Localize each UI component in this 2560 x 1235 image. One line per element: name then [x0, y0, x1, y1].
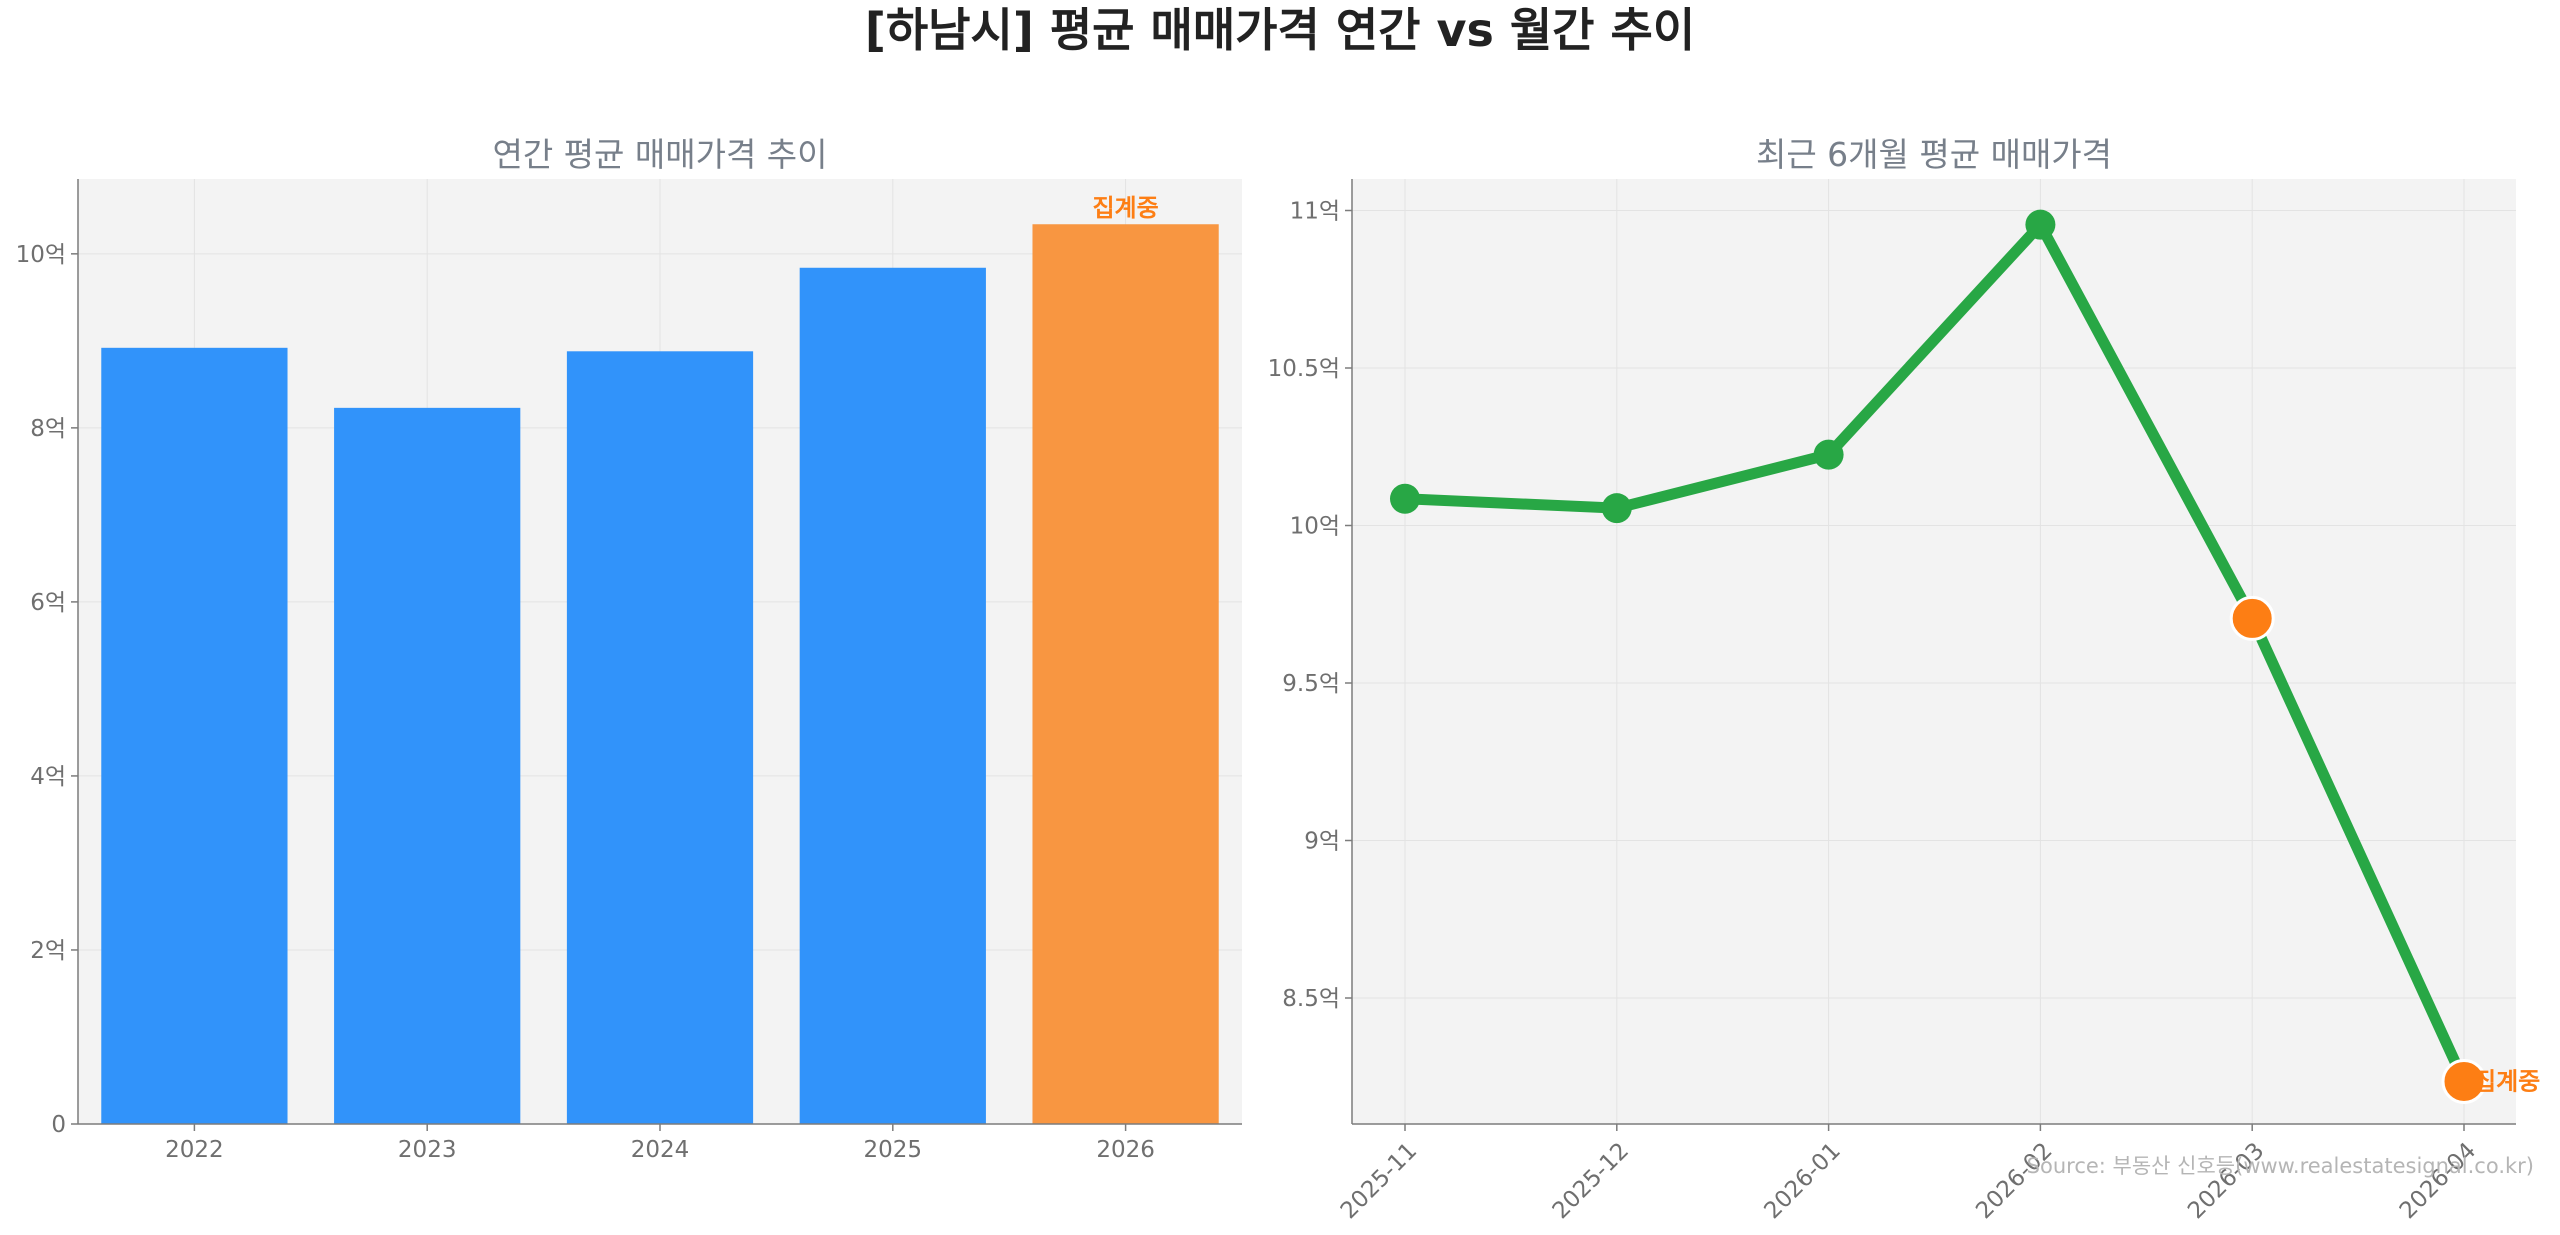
line-point [2025, 209, 2056, 240]
bar-x-tick-label: 2023 [398, 1137, 457, 1163]
bar-y-tick-label: 10억 [16, 242, 66, 268]
bar-y-tick-label: 0 [51, 1112, 66, 1138]
line-y-tick-label: 9.5억 [1282, 671, 1340, 697]
bar-2025 [799, 267, 986, 1124]
bar-y-tick-label: 8억 [30, 416, 66, 442]
bar-2023 [334, 407, 521, 1124]
line-chart-title: 최근 6개월 평균 매매가격 [1756, 135, 2112, 174]
bar-2022 [101, 347, 288, 1125]
line-point [1813, 439, 1844, 470]
line-y-tick-label: 10억 [1290, 514, 1340, 540]
line-y-tick-label: 11억 [1290, 199, 1340, 225]
bar-x-tick-label: 2025 [864, 1137, 923, 1163]
bar-x-tick-label: 2022 [165, 1137, 224, 1163]
line-series [1399, 219, 2470, 1087]
bar-x-tick-label: 2026 [1096, 1137, 1155, 1163]
bar-chart-title: 연간 평균 매매가격 추이 [492, 135, 827, 174]
line-point [1601, 493, 1632, 524]
bar-x-tick-label: 2024 [631, 1137, 690, 1163]
bar-2024 [566, 351, 754, 1124]
line-x-tick-label: 2025-11 [1336, 1138, 1422, 1224]
line-point-partial [2441, 1058, 2487, 1104]
line-point [1390, 483, 1420, 514]
figure-title: [하남시] 평균 매매가격 연간 vs 월간 추이 [864, 3, 1696, 57]
bar-2026 [1032, 224, 1219, 1125]
line-y-tick-label: 8.5억 [1282, 986, 1340, 1012]
line-x-tick-label: 2025-12 [1548, 1138, 1634, 1224]
bar-y-tick-label: 4억 [30, 764, 66, 790]
bar-annotation-partial: 집계중 [1092, 194, 1158, 222]
line-y-tick-label: 10.5억 [1268, 356, 1340, 382]
line-x-tick-label: 2026-01 [1759, 1138, 1845, 1224]
bar-y-tick-label: 6억 [30, 590, 66, 616]
source-credit: Source: 부동산 신호등(www.realestatesignal.co.… [2026, 1154, 2534, 1178]
bar-y-tick-label: 2억 [30, 938, 66, 964]
line-point-partial [2229, 595, 2275, 641]
line-y-tick-label: 9억 [1304, 829, 1340, 855]
line-annotation-partial: 집계중 [2474, 1067, 2540, 1095]
line-plot-area [1352, 179, 2516, 1124]
